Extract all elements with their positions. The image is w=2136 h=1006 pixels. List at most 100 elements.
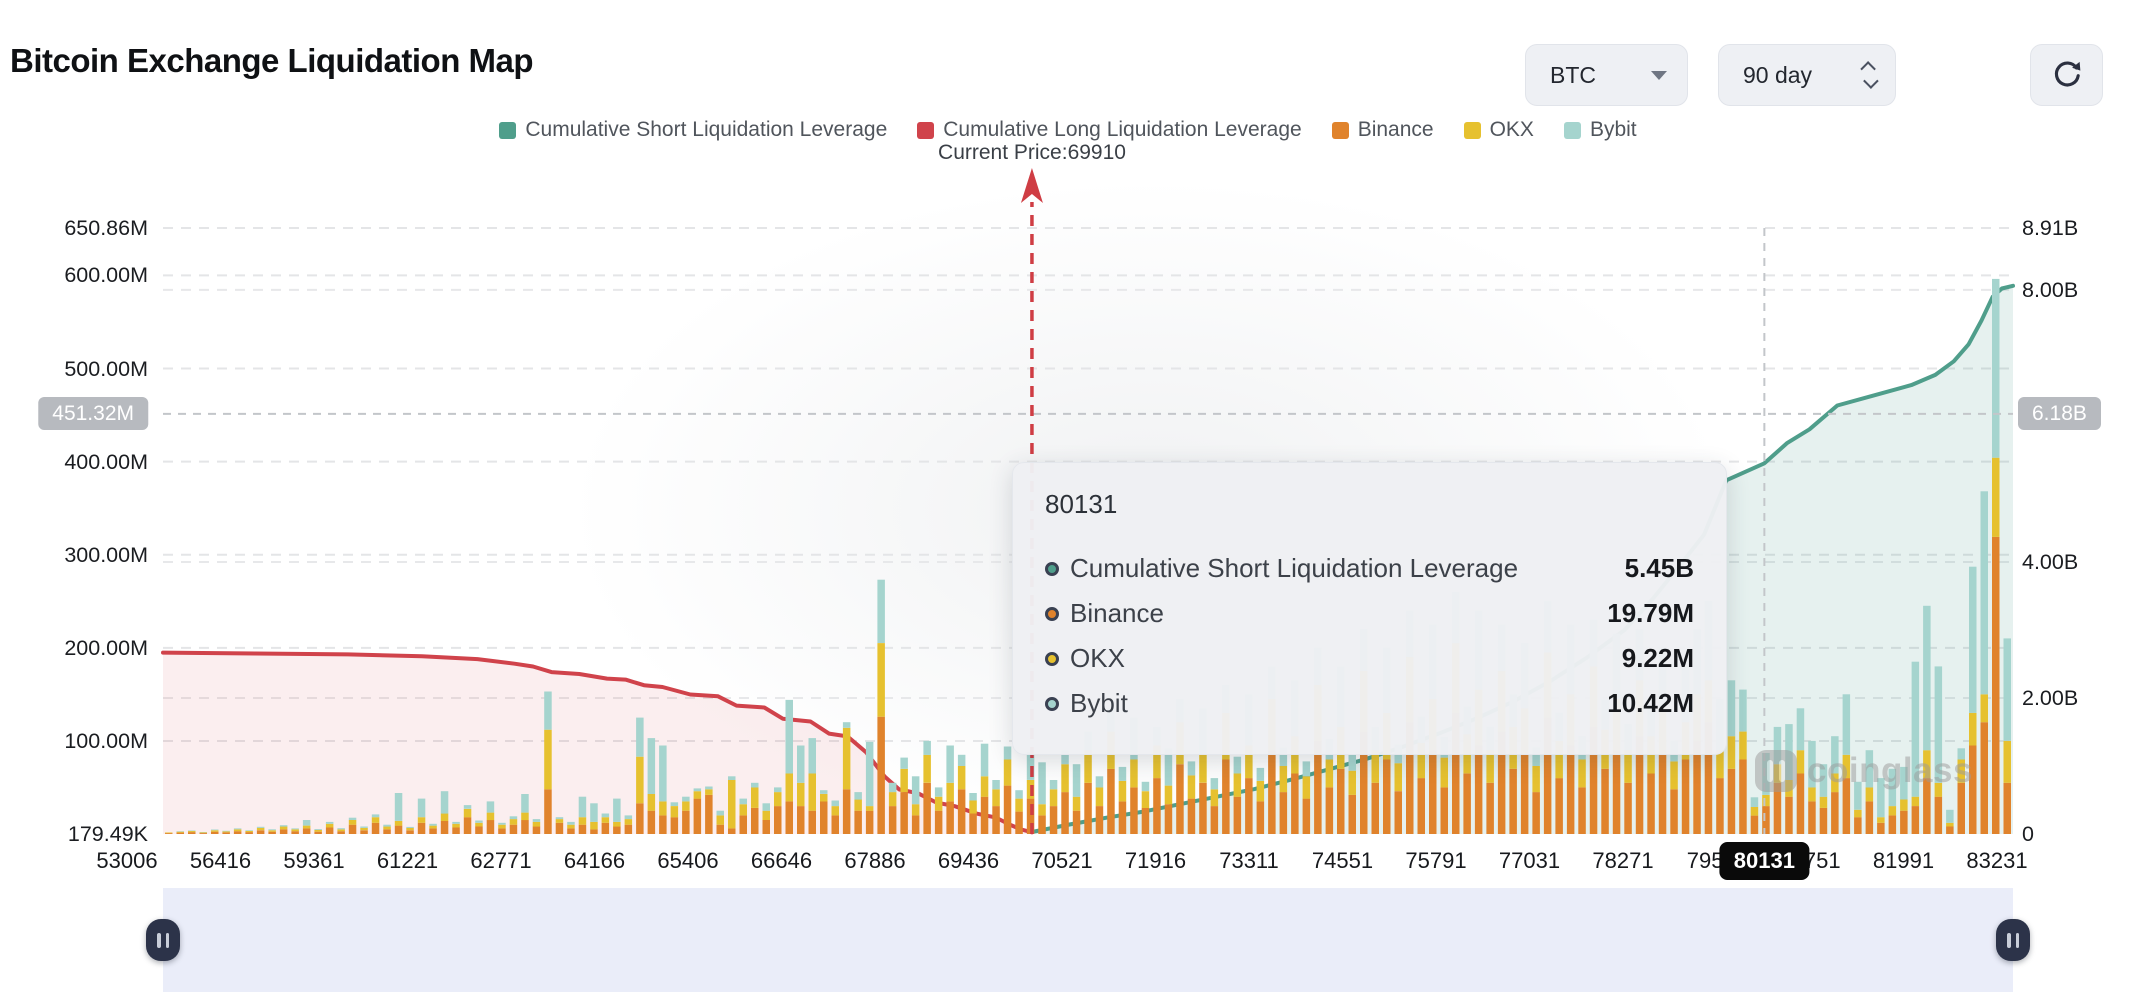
symbol-select[interactable]: BTC xyxy=(1525,44,1688,106)
bar-segment-binance xyxy=(1934,796,1943,834)
bar-segment-binance xyxy=(233,831,242,834)
legend-item-bybit[interactable]: Bybit xyxy=(1563,118,1637,142)
legend-label: Binance xyxy=(1357,118,1434,141)
bar-segment-okx xyxy=(1716,750,1724,779)
bar-segment-bybit xyxy=(417,798,426,818)
bar-segment-okx xyxy=(337,829,345,832)
bar-segment-bybit xyxy=(923,740,931,755)
bar-segment-okx xyxy=(716,815,724,825)
bar-segment-bybit xyxy=(176,831,184,832)
bar-segment-okx xyxy=(544,729,552,790)
bar-segment-binance xyxy=(1003,785,1012,834)
bar-segment-binance xyxy=(1440,787,1448,834)
bar-segment-okx xyxy=(1980,694,1988,723)
bar-segment-okx xyxy=(1877,817,1885,823)
bar-segment-binance xyxy=(406,830,414,834)
bar-segment-binance xyxy=(1969,745,1977,834)
bar-segment-binance xyxy=(1072,810,1081,834)
bar-segment-bybit xyxy=(1015,790,1023,799)
bar-segment-okx xyxy=(245,831,253,833)
x-axis-tick-label: 81991 xyxy=(1872,848,1935,873)
bar-segment-okx xyxy=(268,830,276,832)
bar-segment-okx xyxy=(923,754,931,783)
bar-segment-binance xyxy=(1417,778,1425,834)
bar-segment-okx xyxy=(888,792,897,807)
bar-segment-bybit xyxy=(1187,761,1196,776)
bar-segment-bybit xyxy=(934,787,943,797)
bar-segment-binance xyxy=(934,810,943,834)
bar-segment-binance xyxy=(797,806,805,834)
bar-segment-binance xyxy=(1164,804,1173,834)
bar-segment-bybit xyxy=(1026,752,1035,780)
bar-segment-okx xyxy=(498,824,506,829)
bar-segment-okx xyxy=(1532,766,1540,793)
bar-segment-bybit xyxy=(567,821,575,825)
bar-segment-bybit xyxy=(429,823,437,826)
bar-segment-okx xyxy=(1049,789,1058,807)
bar-segment-binance xyxy=(1371,782,1379,834)
left-axis-tick-label: 300.00M xyxy=(64,542,148,567)
bar-segment-binance xyxy=(475,826,483,834)
bar-segment-bybit xyxy=(1946,809,1954,823)
x-axis-tick-label: 67886 xyxy=(844,848,906,873)
bar-segment-okx xyxy=(314,830,322,832)
right-axis-tick-label: 4.00B xyxy=(2022,549,2079,574)
bar-segment-binance xyxy=(1474,745,1483,834)
bar-segment-okx xyxy=(1555,740,1563,779)
bar-segment-bybit xyxy=(1118,766,1127,781)
x-axis-tick-label: 65406 xyxy=(657,848,719,873)
bar-segment-okx xyxy=(1578,759,1586,788)
bar-segment-okx xyxy=(693,791,702,799)
zoom-slider-track[interactable] xyxy=(163,888,2013,992)
bar-segment-okx xyxy=(176,831,184,833)
bar-segment-binance xyxy=(1773,782,1782,834)
bar-segment-okx xyxy=(785,773,793,802)
bar-segment-binance xyxy=(1452,712,1460,834)
bar-segment-okx xyxy=(1130,759,1138,788)
bar-segment-bybit xyxy=(279,825,288,827)
bar-segment-okx xyxy=(1417,742,1425,779)
bar-segment-okx xyxy=(797,782,805,807)
bar-segment-okx xyxy=(946,782,954,802)
bar-segment-bybit xyxy=(360,826,368,828)
bar-segment-binance xyxy=(1888,815,1897,834)
bar-segment-binance xyxy=(716,824,724,834)
bar-segment-binance xyxy=(268,831,276,834)
bar-segment-bybit xyxy=(693,788,702,792)
bar-segment-binance xyxy=(1038,815,1046,834)
slider-left-handle[interactable] xyxy=(146,919,180,961)
bar-segment-okx xyxy=(854,799,862,811)
legend-item-cumulative-short-liquidation-leverage[interactable]: Cumulative Short Liquidation Leverage xyxy=(499,118,887,142)
range-select[interactable]: 90 day xyxy=(1718,44,1896,106)
bar-segment-bybit xyxy=(268,829,276,831)
bar-segment-bybit xyxy=(302,820,311,826)
bar-segment-binance xyxy=(900,792,908,834)
slider-right-handle[interactable] xyxy=(1996,919,2030,961)
legend-item-cumulative-long-liquidation-leverage[interactable]: Cumulative Long Liquidation Leverage xyxy=(917,118,1302,142)
bar-segment-binance xyxy=(1992,536,2000,834)
refresh-button[interactable] xyxy=(2030,44,2103,106)
bar-segment-okx xyxy=(1796,750,1805,774)
bar-segment-bybit xyxy=(705,786,713,790)
pause-icon xyxy=(2007,932,2011,948)
bar-segment-okx xyxy=(1164,785,1173,805)
x-axis-tick-label: 61221 xyxy=(376,848,439,873)
bar-segment-bybit xyxy=(1796,708,1805,751)
bar-segment-binance xyxy=(1727,768,1736,834)
tooltip-series-value: 9.22M xyxy=(1621,643,1694,673)
legend-item-okx[interactable]: OKX xyxy=(1463,118,1534,142)
bar-segment-okx xyxy=(659,801,667,816)
bar-segment-binance xyxy=(1245,778,1253,834)
bar-segment-okx xyxy=(1831,773,1839,793)
bar-segment-bybit xyxy=(670,802,679,806)
x-axis-tick-label: 53006 xyxy=(96,848,158,873)
legend-item-binance[interactable]: Binance xyxy=(1331,118,1434,142)
bar-segment-okx xyxy=(831,806,839,816)
bar-segment-binance xyxy=(199,833,207,834)
bar-segment-bybit xyxy=(1819,764,1828,797)
bar-segment-okx xyxy=(1670,761,1678,790)
bar-segment-bybit xyxy=(337,828,345,830)
bar-segment-okx xyxy=(728,780,736,829)
bar-segment-binance xyxy=(1130,787,1138,834)
bar-segment-binance xyxy=(1716,778,1724,834)
